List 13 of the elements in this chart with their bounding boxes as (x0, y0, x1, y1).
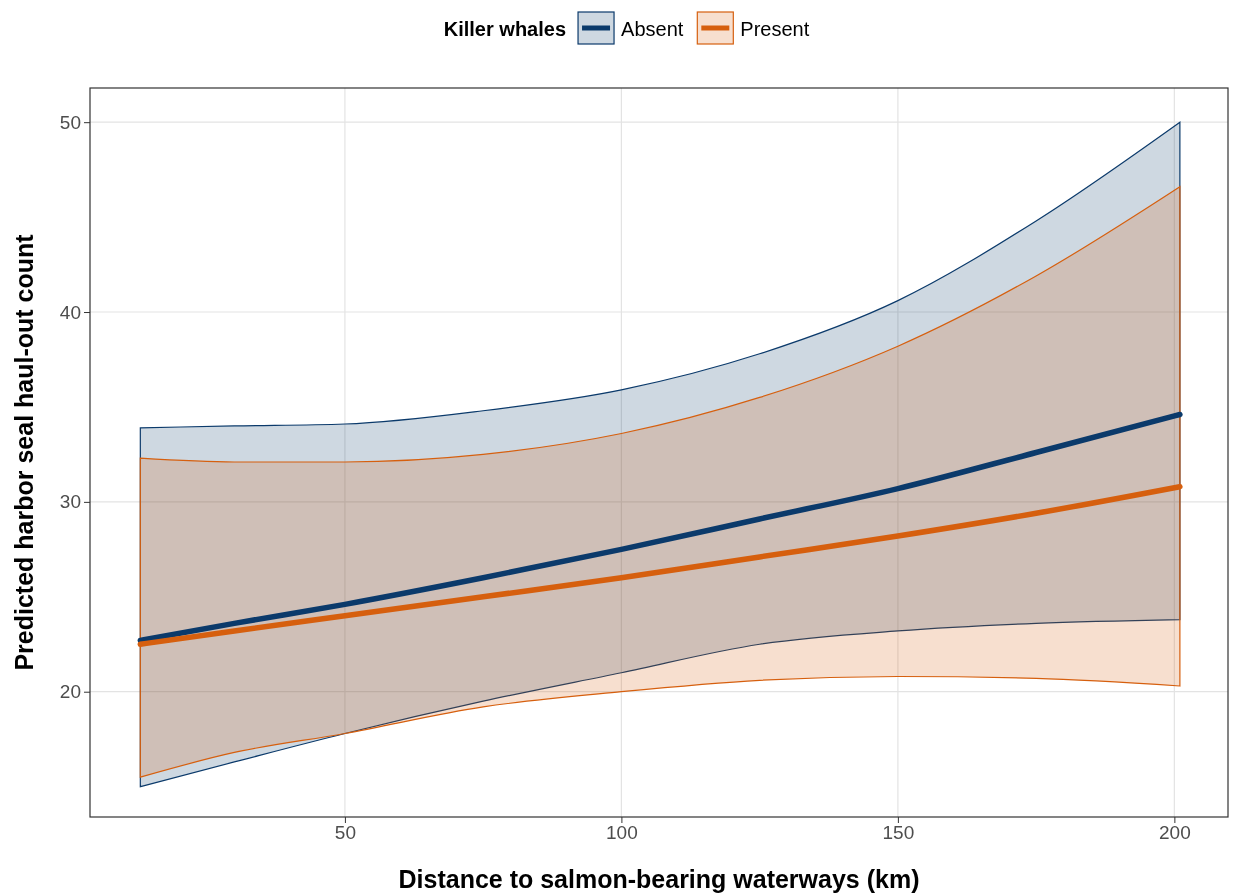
legend-title: Killer whales (443, 18, 567, 40)
y-tick-label: 30 (59, 491, 81, 513)
y-tick-label: 20 (59, 681, 81, 703)
y-tick-label: 40 (59, 301, 81, 323)
y-axis-title: Predicted harbor seal haul-out count (10, 233, 38, 671)
y-tick-label: 50 (59, 111, 81, 133)
x-axis-title: Distance to salmon-bearing waterways (km) (398, 865, 920, 893)
x-tick-label: 50 (334, 822, 356, 844)
x-tick-label: 200 (1159, 822, 1191, 844)
x-tick-label: 150 (882, 822, 915, 844)
x-tick-label: 100 (606, 822, 638, 844)
legend-label: Present (740, 18, 810, 40)
legend-label: Absent (621, 18, 684, 40)
